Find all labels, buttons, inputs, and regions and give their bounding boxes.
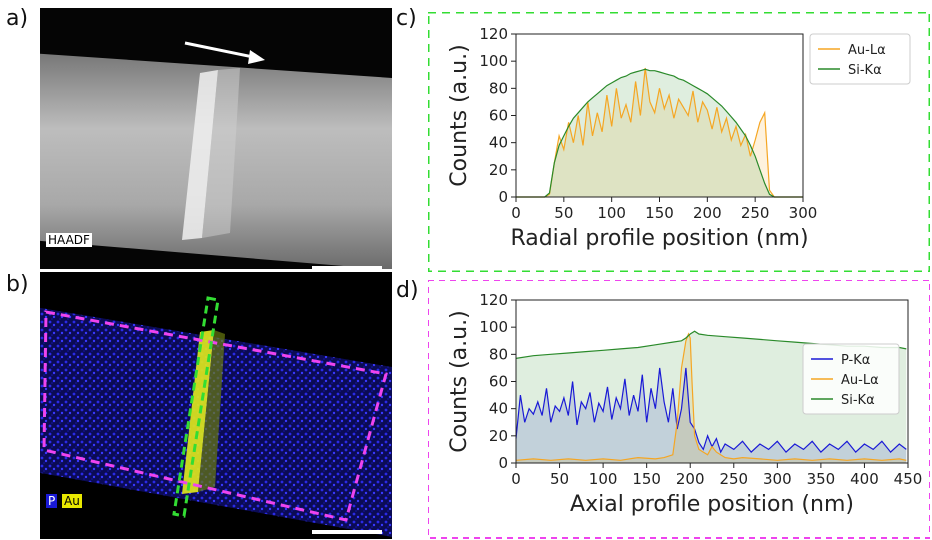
series-area-0-0: [516, 68, 803, 197]
y-tick-label-0-4: 80: [489, 79, 508, 97]
haadf-image: [40, 8, 392, 269]
y-axis-label-1: Counts (a.u.): [447, 310, 472, 452]
scale-bar-a: [312, 266, 382, 269]
chart-axial-profile: 0 50 100 150 200 250 300 350 400 450 0 20 40 60 80 100 1…: [428, 280, 930, 539]
haadf-label: HAADF: [46, 233, 92, 247]
y-tick-label-0-1: 20: [489, 161, 508, 179]
series-area-1-0: [516, 367, 907, 463]
legend-box-1: [802, 343, 900, 415]
panel-label-d: d): [396, 278, 419, 303]
legend-au-label: Au: [62, 494, 82, 508]
panel-label-b: b): [6, 272, 29, 297]
scale-bar-b: [312, 530, 382, 534]
x-tick-label-1-7: 350: [807, 470, 836, 488]
y-tick-label-0-3: 60: [489, 107, 508, 125]
x-tick-label-0-4: 200: [693, 204, 722, 222]
x-tick-label-1-1: 50: [550, 470, 569, 488]
y-tick-label-0-2: 40: [489, 134, 508, 152]
series-area-0-1: [516, 69, 803, 197]
edx-image: [40, 272, 392, 539]
arrow-line: [184, 41, 259, 60]
x-tick-label-1-0: 0: [511, 470, 521, 488]
y-tick-label-1-5: 100: [479, 318, 508, 336]
x-tick-label-0-1: 50: [554, 204, 573, 222]
legend-label-1-0: P-Kα: [841, 353, 870, 368]
panel-label-c: c): [396, 6, 417, 31]
y-tick-label-1-4: 80: [489, 345, 508, 363]
y-axis-label-0: Counts (a.u.): [447, 44, 472, 186]
x-tick-label-0-6: 300: [789, 204, 818, 222]
x-axis-label-1: Axial profile position (nm): [570, 492, 854, 517]
x-tick-label-1-3: 150: [632, 470, 661, 488]
x-tick-label-1-4: 200: [676, 470, 705, 488]
chart-radial-profile: 0 50 100 150 200 250 300 0 20 40 60 80 100 120 Radial …: [428, 12, 930, 272]
series-line-0-0: [516, 67, 803, 198]
x-axis-label-0: Radial profile position (nm): [510, 226, 808, 251]
gold-band-bright: [182, 70, 218, 240]
y-tick-label-1-0: 0: [498, 454, 508, 472]
y-tick-label-1-2: 40: [489, 400, 508, 418]
legend-label-0-0: Au-Lα: [848, 43, 886, 58]
y-tick-label-0-0: 0: [498, 188, 508, 206]
x-tick-label-1-2: 100: [589, 470, 618, 488]
legend-label-1-1: Au-Lα: [841, 373, 879, 388]
legend-label-0-1: Si-Kα: [848, 63, 882, 78]
x-tick-label-1-9: 450: [894, 470, 923, 488]
y-tick-label-1-3: 60: [489, 373, 508, 391]
series-line-1-0: [515, 367, 907, 454]
x-tick-label-0-3: 150: [645, 204, 674, 222]
legend-label-1-2: Si-Kα: [841, 393, 875, 408]
y-tick-label-0-6: 120: [479, 25, 508, 43]
legend-p-label: P: [46, 494, 58, 508]
arrow-head-icon: [248, 50, 265, 64]
axial-profile-box: [42, 310, 388, 522]
series-line-0-1: [516, 68, 803, 198]
x-tick-label-0-2: 100: [597, 204, 626, 222]
x-tick-label-0-5: 250: [741, 204, 770, 222]
radial-profile-box: [172, 296, 220, 518]
x-tick-label-0-0: 0: [511, 204, 521, 222]
legend-box-0: [809, 33, 911, 85]
series-line-1-1: [515, 332, 907, 461]
x-tick-label-1-6: 300: [763, 470, 792, 488]
panel-label-a: a): [6, 6, 29, 31]
y-tick-label-0-5: 100: [479, 52, 508, 70]
y-tick-label-1-1: 20: [489, 427, 508, 445]
edx-map: P Au: [40, 272, 392, 539]
x-tick-label-1-5: 250: [719, 470, 748, 488]
x-tick-label-1-8: 400: [850, 470, 879, 488]
y-tick-label-1-6: 120: [479, 291, 508, 309]
haadf-micrograph: HAADF: [40, 8, 392, 269]
